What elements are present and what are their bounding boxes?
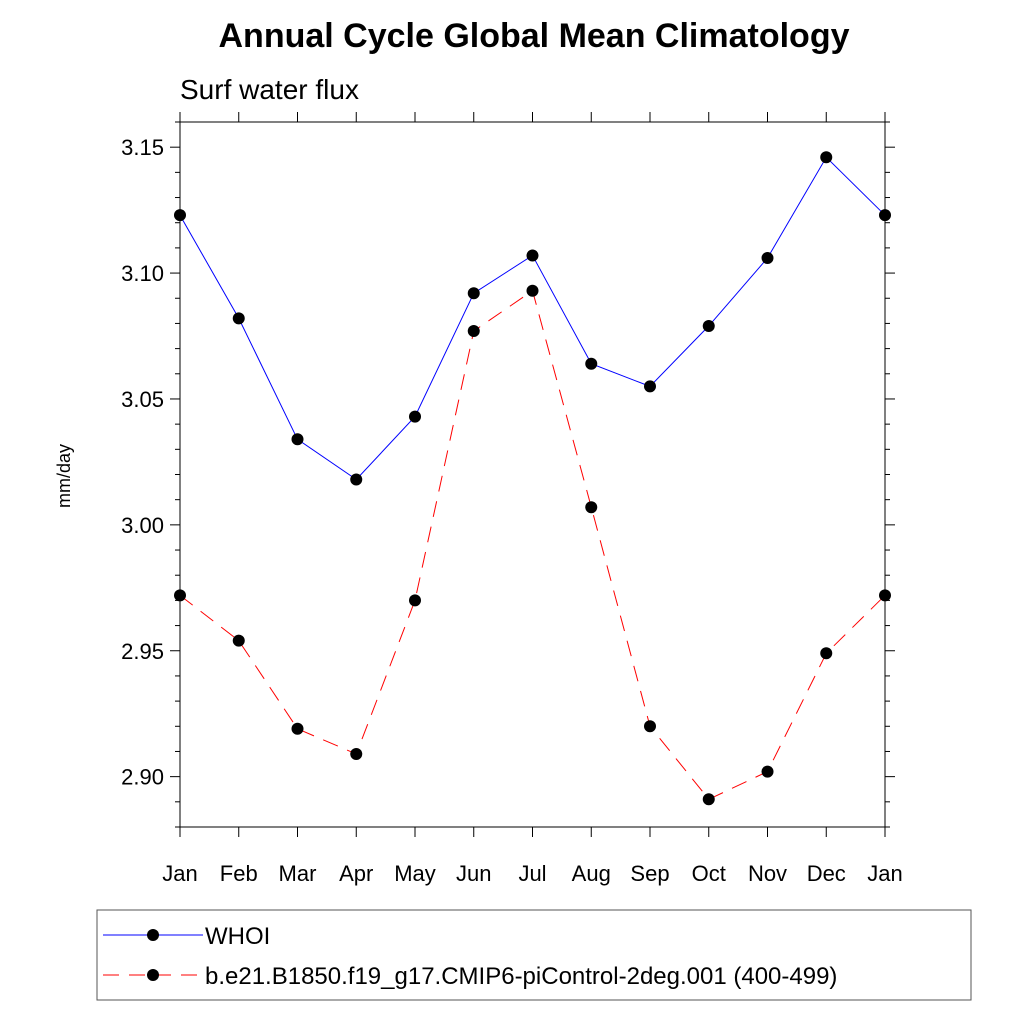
x-tick-label: Mar bbox=[279, 861, 317, 886]
y-tick-label: 3.00 bbox=[121, 513, 164, 538]
data-point bbox=[232, 312, 245, 325]
data-point bbox=[585, 357, 598, 370]
data-point bbox=[702, 793, 715, 806]
data-point bbox=[644, 720, 656, 733]
data-point bbox=[350, 747, 363, 760]
y-tick-label: 2.95 bbox=[121, 639, 164, 664]
x-tick-label: Jul bbox=[518, 861, 546, 886]
x-tick-label: Jan bbox=[867, 861, 902, 886]
data-point bbox=[409, 594, 421, 607]
data-point bbox=[644, 380, 656, 393]
data-point bbox=[291, 722, 304, 735]
x-tick-label: Jan bbox=[162, 861, 197, 886]
data-point bbox=[820, 151, 833, 164]
series-line-0 bbox=[179, 156, 886, 481]
x-tick-label: Sep bbox=[630, 861, 669, 886]
data-point bbox=[585, 501, 598, 514]
data-point bbox=[820, 647, 833, 660]
data-point bbox=[409, 410, 421, 423]
x-tick-label: Feb bbox=[220, 861, 258, 886]
x-tick-label: Jun bbox=[456, 861, 491, 886]
chart-subtitle: Surf water flux bbox=[180, 74, 359, 105]
series-line-1 bbox=[179, 289, 886, 800]
data-point bbox=[291, 433, 304, 446]
data-point bbox=[879, 209, 891, 222]
legend-frame bbox=[96, 909, 972, 1001]
y-tick-label: 2.90 bbox=[121, 765, 164, 790]
data-point bbox=[174, 209, 186, 222]
legend-label-whoi: WHOI bbox=[205, 923, 270, 950]
x-tick-label: Aug bbox=[572, 861, 611, 886]
data-point bbox=[467, 324, 480, 337]
data-point bbox=[702, 319, 715, 332]
data-point bbox=[526, 249, 539, 262]
data-point bbox=[467, 287, 480, 300]
data-point bbox=[526, 284, 539, 297]
y-tick-label: 3.15 bbox=[121, 135, 164, 160]
legend: WHOI b.e21.B1850.f19_g17.CMIP6-piControl… bbox=[96, 909, 972, 1001]
data-point bbox=[350, 473, 363, 486]
y-axis-label: mm/day bbox=[54, 444, 74, 508]
data-point bbox=[761, 765, 774, 778]
y-tick-label: 3.05 bbox=[121, 387, 164, 412]
data-point bbox=[879, 589, 891, 602]
data-point bbox=[761, 251, 774, 264]
x-tick-label: Dec bbox=[807, 861, 846, 886]
x-tick-label: May bbox=[394, 861, 436, 886]
legend-marker-cmip6 bbox=[147, 969, 159, 981]
legend-label-cmip6: b.e21.B1850.f19_g17.CMIP6-piControl-2deg… bbox=[205, 963, 837, 990]
data-point bbox=[232, 634, 245, 647]
data-point bbox=[174, 589, 186, 602]
plot-frame bbox=[179, 121, 886, 828]
x-tick-label: Apr bbox=[339, 861, 373, 886]
x-tick-label: Nov bbox=[748, 861, 787, 886]
plot-area: 2.90 2.95 3.00 3.05 3.10 3.15 Jan Feb Mar Apr May J… bbox=[121, 112, 903, 886]
legend-marker-whoi bbox=[147, 929, 159, 941]
y-tick-label: 3.10 bbox=[121, 261, 164, 286]
x-tick-label: Oct bbox=[692, 861, 726, 886]
chart-title: Annual Cycle Global Mean Climatology bbox=[219, 17, 850, 55]
